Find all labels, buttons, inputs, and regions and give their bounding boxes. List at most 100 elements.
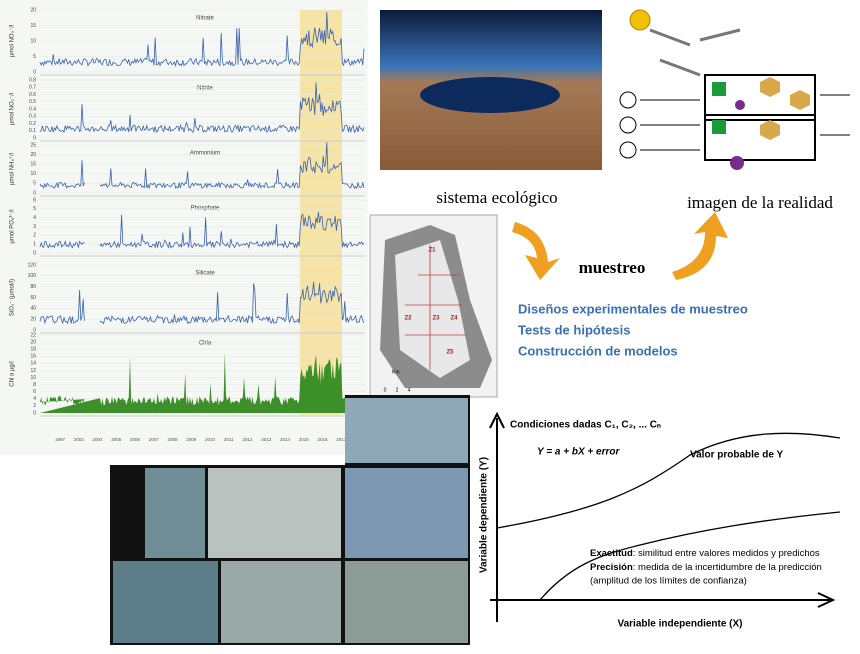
y-tick-label: 0	[33, 410, 36, 416]
panel-title: Phosphate	[191, 206, 220, 212]
equation: Y = a + bX + error	[537, 447, 620, 458]
panel-title: Chla	[199, 341, 212, 347]
y-tick-label: 12	[30, 368, 36, 374]
term: Precisión	[590, 562, 633, 573]
year-label: 2003	[74, 437, 85, 442]
y-tick-label: 0.8	[29, 77, 36, 83]
y-tick-label: 40	[30, 306, 36, 312]
year-label: 2005	[111, 437, 122, 442]
node	[620, 117, 636, 133]
y-tick-label: 120	[28, 262, 37, 268]
y-tick-label: 0	[33, 135, 36, 141]
precision-note: (amplitud de los límites de confianza)	[590, 576, 747, 587]
curved-arrow	[672, 212, 728, 280]
node	[730, 156, 744, 170]
method: Tests de hipótesis	[518, 322, 630, 337]
scale-tick: 4	[408, 387, 411, 393]
y-tick-label: 0.7	[29, 85, 36, 91]
y-label: Chl a µg/l	[10, 361, 16, 386]
lagoon	[420, 77, 560, 113]
zone-label: Z1	[428, 248, 436, 254]
label: muestreo	[579, 258, 646, 277]
node	[712, 120, 726, 134]
scale-tick: 0	[384, 387, 387, 393]
zone-label: Z3	[432, 316, 440, 322]
y-tick-label: 4	[33, 396, 36, 402]
highlight-band	[300, 10, 342, 415]
y-tick-label: 0.3	[29, 114, 36, 120]
y-tick-label: 14	[30, 361, 36, 367]
arrow	[640, 95, 850, 150]
photo	[345, 468, 468, 558]
photo	[208, 468, 341, 558]
y-tick-label: 10	[30, 38, 36, 44]
year-label: 2009	[186, 437, 197, 442]
y-tick-label: 0.2	[29, 121, 36, 127]
sun	[630, 10, 650, 30]
node	[790, 90, 810, 110]
zone-label: Z2	[404, 316, 412, 322]
y-tick-label: 5	[33, 206, 36, 212]
y-tick-label: 2	[33, 403, 36, 409]
arrow	[650, 30, 740, 75]
year-label: 2013	[261, 437, 272, 442]
method: Construcción de modelos	[518, 343, 678, 358]
node	[620, 142, 636, 158]
collage: Nitrateµmol NO₃⁻/l20151050Nitriteµmol NO…	[0, 0, 860, 649]
y-axis	[490, 414, 504, 622]
y-tick-label: 60	[30, 295, 36, 301]
photo	[221, 561, 341, 643]
node	[712, 82, 726, 96]
y-tick-label: 0	[33, 250, 36, 256]
y-tick-label: 20	[30, 339, 36, 345]
accuracy: Exactitud: similitud entre valores medid…	[590, 548, 820, 559]
y-tick-label: 20	[30, 152, 36, 158]
y-axis-label: Variable dependiente (Y)	[479, 457, 490, 573]
year-label: 2012	[242, 437, 253, 442]
y-tick-label: 100	[28, 273, 37, 279]
y-tick-label: 8	[33, 382, 36, 388]
definition: : similitud entre valores medidos y pred…	[633, 548, 820, 559]
zone-label: Z5	[446, 350, 454, 356]
y-tick-label: 15	[30, 162, 36, 168]
method: Diseños experimentales de muestreo	[518, 301, 748, 316]
y-tick-label: 10	[30, 171, 36, 177]
node	[760, 77, 780, 97]
y-label: µmol NO₂⁻/l	[10, 93, 16, 125]
model-diagram	[620, 10, 850, 170]
y-tick-label: 0.1	[29, 128, 36, 134]
y-tick-label: 20	[30, 316, 36, 322]
node	[620, 92, 636, 108]
year-label: 2007	[149, 437, 160, 442]
scale-label: Km	[392, 369, 400, 375]
node	[735, 100, 745, 110]
panel-title: Nitrite	[197, 86, 213, 92]
label: imagen de la realidad	[687, 193, 833, 212]
year-label: 1997	[55, 437, 66, 442]
y-tick-label: 3	[33, 224, 36, 230]
y-tick-label: 20	[30, 7, 36, 13]
y-tick-label: 5	[33, 181, 36, 187]
year-label: 2014	[280, 437, 291, 442]
y-tick-label: 5	[33, 54, 36, 60]
y-label: µmol PO₄³⁻/l	[10, 209, 16, 243]
year-label: 2006	[130, 437, 141, 442]
zone-label: Z4	[450, 316, 458, 322]
y-tick-label: 0.5	[29, 99, 36, 105]
scale-tick: 2	[396, 387, 399, 393]
y-label: µmol NO₃⁻/l	[10, 25, 16, 57]
photo	[113, 561, 218, 643]
curved-arrow	[512, 222, 560, 280]
x-axis	[490, 593, 833, 607]
y-tick-label: 0.6	[29, 92, 36, 98]
year-label: 2010	[205, 437, 216, 442]
methods: Diseños experimentales de muestreo Tests …	[518, 301, 748, 358]
conditions: Condiciones dadas C₁, C₂, ... Cₙ	[510, 420, 661, 431]
year-label: 2011	[224, 437, 234, 442]
y-tick-label: 16	[30, 354, 36, 360]
node	[760, 120, 780, 140]
year-label: 2016	[317, 437, 328, 442]
y-tick-label: 1	[33, 241, 36, 247]
year-label: 2015	[299, 437, 310, 442]
regression-graph: Condiciones dadas C₁, C₂, ... Cₙ Y = a +…	[479, 414, 840, 630]
